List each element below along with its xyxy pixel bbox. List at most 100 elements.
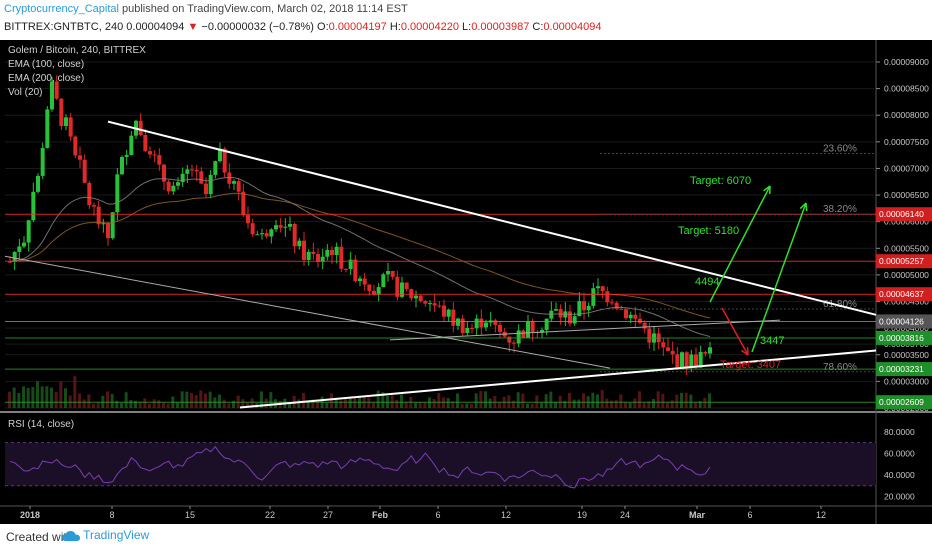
volume-bar (316, 402, 319, 408)
author-link[interactable]: Cryptocurrency_Capital (4, 3, 119, 15)
candle-body (521, 330, 526, 338)
candle-body (689, 354, 694, 367)
candle-body (400, 282, 404, 297)
tradingview-logo[interactable]: TradingView (62, 528, 149, 542)
price-axis[interactable]: 0.00009000 0.00008500 0.00008000 0.00007500… (876, 57, 932, 502)
candle-body (325, 249, 330, 257)
time-tick-label: 12 (816, 510, 826, 520)
legend-rsi[interactable]: RSI (14, close) (8, 419, 75, 430)
volume-bar (120, 402, 123, 408)
volume-bar (334, 397, 338, 408)
volume-bar (17, 392, 21, 408)
volume-bar (8, 391, 11, 408)
volume-bar (246, 402, 249, 408)
volume-bar (451, 401, 455, 408)
price-tick-label: 0.00006500 (884, 190, 929, 200)
volume-bar (31, 387, 35, 408)
volume-bar (624, 402, 627, 408)
price-tag (876, 330, 932, 345)
volume-bar (442, 397, 445, 408)
legend-ema200[interactable]: EMA (200, close) (8, 73, 85, 84)
volume-bar (694, 402, 697, 408)
symbol: BITTREX:GNTBTC, 240 (4, 21, 124, 33)
target-5180-label: Target: 5180 (678, 225, 739, 237)
candle-body (283, 226, 288, 228)
volume-bar (628, 402, 632, 408)
volume-bar (50, 387, 53, 408)
candle-body (59, 98, 64, 127)
price-tag (876, 207, 932, 222)
candle-body (591, 288, 596, 306)
volume-bar (680, 392, 683, 408)
volume-bar (460, 403, 464, 408)
candle-body (549, 310, 554, 319)
volume-bar (512, 400, 515, 408)
price-tick-label: 0.00004500 (884, 297, 929, 307)
volume-bar (381, 392, 385, 408)
lower-trendline (239, 349, 877, 409)
legend-vol[interactable]: Vol (20) (8, 87, 43, 98)
candle-body (437, 305, 442, 307)
neckline (389, 319, 781, 341)
volume-bar (138, 401, 142, 408)
volume-bar (330, 393, 333, 408)
volume-bar (530, 403, 534, 408)
chart-area[interactable]: 23.60% 38.20% 61.80% 78.60% Target: 6070 Tar… (0, 40, 932, 524)
legend-ema100[interactable]: EMA (100, close) (8, 59, 85, 70)
candle-body (330, 249, 334, 255)
high-value: 0.00004220 (400, 21, 459, 33)
price-tag-label: 0.00005257 (879, 256, 924, 266)
volume-bar (64, 388, 67, 408)
volume-bar (218, 394, 221, 408)
candle-body (110, 212, 115, 239)
volume-bar (302, 392, 305, 408)
volume-bar (414, 402, 417, 408)
volume-bar (73, 376, 77, 408)
ema100-line (9, 176, 711, 337)
candle-body (404, 282, 409, 290)
candle-body (320, 256, 325, 263)
volume-bar (54, 391, 58, 408)
volume-bar (367, 397, 371, 408)
candle-body (8, 261, 12, 263)
candle-body (428, 303, 432, 305)
candle-body (423, 301, 428, 304)
volume-bar (264, 398, 268, 408)
volume-bar (428, 397, 431, 408)
candle-body (516, 330, 521, 344)
volume-bar (180, 391, 184, 408)
fib-label: 38.20% (823, 204, 857, 215)
volume-bar (45, 386, 49, 408)
candle-body (362, 278, 367, 285)
price-chart[interactable]: 23.60%38.20%61.80%78.60% Target: 6070Tar… (0, 40, 932, 524)
candle-body (680, 352, 684, 368)
candle-body (68, 117, 73, 137)
price-tick-label: 0.00005500 (884, 243, 929, 253)
candle-body (558, 309, 563, 318)
candle-body (171, 185, 176, 192)
candle-body (199, 171, 204, 184)
candle-body (241, 191, 246, 216)
time-axis[interactable]: 2018 8 15 22 27 Feb 6 12 19 24 Mar 6 12 (20, 506, 826, 520)
candle-body (278, 225, 283, 228)
candle-body (432, 303, 437, 306)
footer-created: Created with (6, 530, 74, 544)
candle-body (633, 314, 638, 319)
volume-bar (227, 403, 231, 408)
price-tag (876, 362, 932, 377)
volume-bar (390, 395, 394, 408)
candle-body (568, 311, 572, 324)
volume-bar (166, 403, 170, 408)
candle-body (442, 305, 446, 317)
candle-body (124, 155, 129, 157)
candle-body (684, 352, 689, 367)
volume-bar (596, 394, 599, 408)
candle-body (115, 174, 120, 213)
volume-bar (474, 393, 478, 408)
volume-bar (708, 393, 711, 408)
candle-body (204, 183, 208, 195)
arrow-down-3407 (721, 307, 749, 356)
volume-bar (82, 399, 86, 408)
candle-body (143, 134, 148, 152)
candle-body (414, 295, 418, 299)
